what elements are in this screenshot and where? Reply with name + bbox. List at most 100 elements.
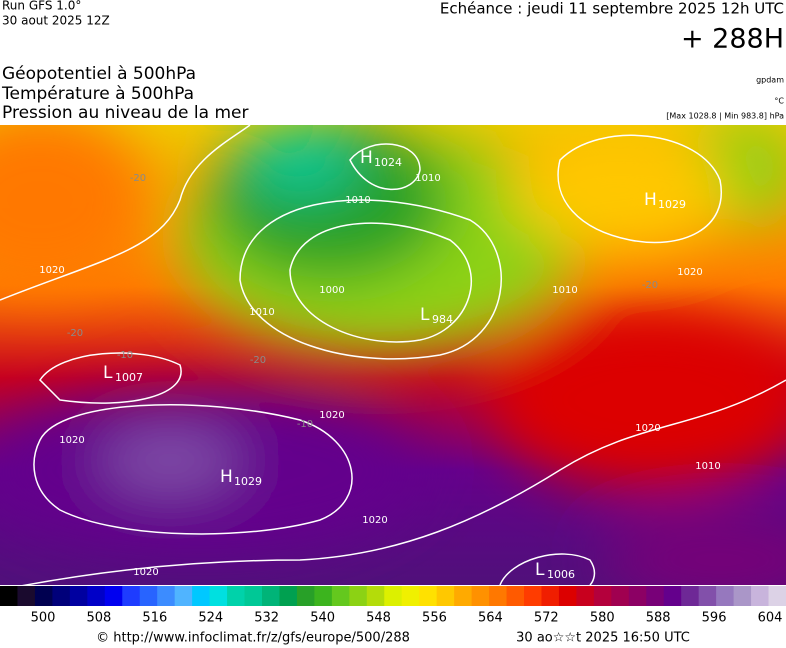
- color-swatch: [384, 586, 403, 606]
- color-swatch: [69, 586, 88, 606]
- center-pressure: 1024: [374, 156, 402, 169]
- colorbar-label: 588: [646, 611, 671, 626]
- shade: [600, 520, 786, 585]
- isobar-label: 1020: [39, 265, 64, 276]
- color-swatch: [628, 586, 647, 606]
- color-swatch: [227, 586, 246, 606]
- isobar-label: 1010: [249, 307, 274, 318]
- color-swatch: [611, 586, 630, 606]
- center-letter: L: [535, 560, 545, 580]
- source: © http://www.infoclimat.fr/z/gfs/europe/…: [96, 631, 410, 646]
- field-line: Géopotentiel à 500hPa: [2, 64, 196, 84]
- colorbar-label: 532: [254, 611, 279, 626]
- colorbar-label: 564: [478, 611, 503, 626]
- color-swatch: [296, 586, 315, 606]
- center-letter: L: [103, 363, 113, 383]
- color-swatch: [576, 586, 595, 606]
- color-swatch: [751, 586, 770, 606]
- valid-time: Echéance : jeudi 11 septembre 2025 12h U…: [440, 0, 784, 18]
- color-swatch: [139, 586, 158, 606]
- color-swatch: [366, 586, 385, 606]
- isobar: [22, 379, 786, 585]
- color-swatch: [419, 586, 438, 606]
- colorbar-label: 516: [142, 611, 167, 626]
- color-swatch: [244, 586, 263, 606]
- color-swatch: [681, 586, 700, 606]
- run: Run GFS 1.0°: [2, 0, 81, 13]
- center-letter: H: [644, 190, 657, 210]
- lead-time: + 288H: [681, 24, 784, 55]
- color-swatch: [524, 586, 542, 606]
- center-pressure: 1029: [234, 475, 262, 488]
- isobar-label: 1010: [695, 461, 720, 472]
- shade: [510, 130, 730, 250]
- color-swatch: [593, 586, 612, 606]
- color-swatch: [454, 586, 473, 606]
- isobar: [289, 222, 472, 343]
- generated: 30 ao☆☆t 2025 16:50 UTC: [516, 631, 690, 646]
- center-letter: H: [220, 467, 233, 487]
- color-swatch: [209, 586, 228, 606]
- color-swatch: [541, 586, 560, 606]
- isobar: [33, 403, 353, 535]
- center-pressure: 1029: [658, 198, 686, 211]
- color-swatch: [716, 586, 735, 606]
- center-pressure: 984: [432, 313, 453, 326]
- color-swatch: [279, 586, 298, 606]
- center-letter: H: [360, 148, 373, 168]
- field-line: Pression au niveau de la mer: [2, 103, 248, 123]
- temperature-label: -20: [130, 173, 146, 184]
- isobar-label: 1010: [552, 285, 577, 296]
- unit: [Max 1028.8 | Min 983.8] hPa: [666, 112, 784, 121]
- colorbar-label: 508: [87, 611, 112, 626]
- colorbar-label: 596: [702, 611, 727, 626]
- color-swatch: [34, 586, 53, 606]
- color-swatch: [157, 586, 176, 606]
- run-date: 30 aout 2025 12Z: [2, 14, 110, 28]
- color-swatch: [122, 586, 141, 606]
- isobar-label: 1020: [319, 410, 344, 421]
- color-swatch: [314, 586, 333, 606]
- temperature-label: -10: [297, 419, 313, 430]
- map: 1020 1010 1000 1010 1020 1020 1020 1020 …: [0, 125, 786, 585]
- shade: [240, 125, 360, 195]
- color-swatch: [506, 586, 525, 606]
- center-pressure: 1007: [115, 371, 143, 384]
- color-swatch: [768, 586, 786, 606]
- color-swatch: [0, 586, 18, 606]
- color-swatch: [349, 586, 368, 606]
- unit: °C: [774, 97, 784, 106]
- color-swatch: [401, 586, 420, 606]
- color-swatch: [646, 586, 665, 606]
- isobar-label: 1020: [635, 423, 660, 434]
- shade: [490, 310, 786, 490]
- color-swatch: [87, 586, 106, 606]
- isobar: [557, 134, 723, 244]
- center-pressure: 1006: [547, 568, 575, 581]
- isobar: [0, 125, 251, 301]
- header: Run GFS 1.0° 30 aout 2025 12Z Echéance :…: [1, 0, 784, 123]
- color-swatch: [558, 586, 577, 606]
- isobar-label: 1020: [133, 567, 158, 578]
- colorbar-label: 548: [366, 611, 391, 626]
- colorbar-label: 556: [422, 611, 447, 626]
- isobar: [349, 143, 421, 191]
- color-swatch: [174, 586, 193, 606]
- color-swatch: [698, 586, 717, 606]
- color-swatch: [489, 586, 508, 606]
- color-swatch: [104, 586, 123, 606]
- isobar-label: 1020: [677, 267, 702, 278]
- color-swatch: [663, 586, 682, 606]
- color-swatch: [52, 586, 71, 606]
- color-swatch: [471, 586, 490, 606]
- isobar: [499, 553, 596, 585]
- color-swatch: [436, 586, 455, 606]
- color-swatch: [17, 586, 36, 606]
- colorbar-label: 580: [590, 611, 615, 626]
- temperature-label: -20: [67, 328, 83, 339]
- colorbar-label: 604: [758, 611, 783, 626]
- temperature-label: -20: [250, 355, 266, 366]
- temperature-label: -10: [117, 350, 133, 361]
- color-swatch: [331, 586, 350, 606]
